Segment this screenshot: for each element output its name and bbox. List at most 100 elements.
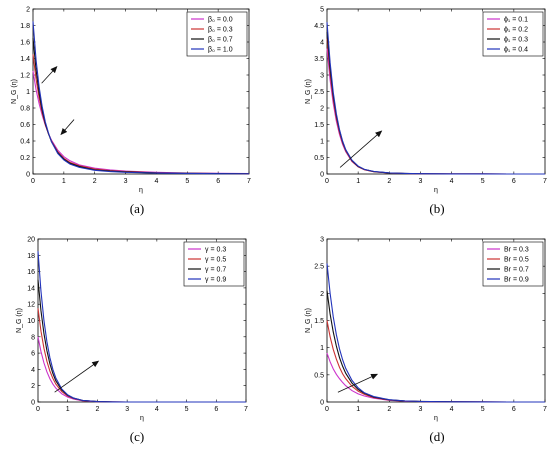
- x-tick-label-b: 4: [450, 178, 454, 185]
- x-tick-label-b: 1: [356, 178, 360, 185]
- x-tick-label-d: 7: [543, 406, 547, 413]
- trend-arrow-a-1: [41, 66, 58, 84]
- y-tick-label-b: 0.5: [314, 155, 324, 162]
- y-tick-label-a: 0.8: [20, 106, 30, 113]
- legend-label-b-2: ϕ₁ = 0.2: [504, 27, 528, 34]
- y-tick-label-b: 3.5: [314, 56, 324, 63]
- legend-label-d-3: Br = 0.7: [504, 267, 529, 274]
- x-tick-label-d: 6: [512, 406, 516, 413]
- x-tick-label-d: 5: [481, 406, 485, 413]
- y-tick-label-c: 6: [31, 351, 35, 358]
- caption-a: (a): [130, 201, 144, 216]
- legend-label-d-1: Br = 0.3: [504, 247, 529, 254]
- y-axis-label-d: N_G (η): [305, 308, 312, 333]
- y-tick-label-c: 18: [27, 253, 35, 260]
- y-tick-label-b: 2: [320, 106, 324, 113]
- y-tick-label-c: 10: [27, 318, 35, 325]
- y-tick-label-b: 1.5: [314, 122, 324, 129]
- x-tick-label-d: 1: [356, 406, 360, 413]
- x-axis-label-d: η: [434, 415, 438, 422]
- legend-label-a-3: β₀ = 0.7: [208, 37, 233, 44]
- x-tick-label-a: 4: [154, 178, 158, 185]
- series-line-d-4: [326, 263, 545, 403]
- panel-a: 0 1 2 3 4 5 6 7 0 0.2 0.4 0.6 0.8 1 1.2 1.4 1.6 1.8 2 η N_G …: [11, 7, 251, 195]
- y-tick-label-a: 0.4: [20, 139, 30, 146]
- y-axis-label-a: N_G (η): [11, 79, 18, 104]
- x-tick-label-c: 7: [244, 406, 248, 413]
- x-tick-label-b: 5: [481, 178, 485, 185]
- trend-arrow-d-1: [337, 373, 379, 393]
- y-tick-label-c: 14: [27, 285, 35, 292]
- x-tick-label-a: 3: [124, 178, 128, 185]
- y-tick-label-a: 0: [26, 172, 30, 179]
- x-axis-label-b: η: [434, 187, 438, 194]
- legend-label-a-1: β₀ = 0.0: [208, 17, 233, 24]
- x-tick-label-c: 3: [125, 406, 129, 413]
- y-tick-label-b: 4: [320, 40, 324, 47]
- y-tick-label-b: 1: [320, 139, 324, 146]
- x-tick-label-c: 5: [185, 406, 189, 413]
- panel-d: 0 1 2 3 4 5 6 7 0 0.5 1 1.5 2 2.5 3 η N_G (η) Br = 0.3 Br …: [305, 237, 547, 423]
- y-tick-label-d: 2.5: [314, 264, 324, 271]
- y-tick-label-b: 2.5: [314, 89, 324, 96]
- y-axis-label-b: N_G (η): [305, 79, 312, 104]
- trend-arrow-c-1: [54, 360, 100, 393]
- y-tick-label-a: 1.2: [20, 73, 30, 80]
- y-tick-label-a: 2: [26, 7, 30, 14]
- y-tick-label-d: 2: [320, 291, 324, 298]
- legend-label-b-1: ϕ₁ = 0.1: [504, 17, 528, 24]
- series-line-a-4: [32, 21, 250, 175]
- y-tick-label-c: 20: [27, 237, 35, 244]
- x-tick-label-b: 6: [512, 178, 516, 185]
- panel-b: 0 1 2 3 4 5 6 7 0 0.5 1 1.5 2 2.5 3 3.5 4 4.5 5 η N_G (η) ϕ₁ …: [305, 7, 547, 195]
- caption-b: (b): [429, 201, 444, 216]
- series-line-b-4: [326, 22, 545, 175]
- x-axis-label-a: η: [139, 187, 143, 194]
- x-tick-label-c: 2: [95, 406, 99, 413]
- x-tick-label-c: 6: [214, 406, 218, 413]
- y-tick-label-a: 0.2: [20, 155, 30, 162]
- x-tick-label-d: 0: [325, 406, 329, 413]
- y-tick-label-c: 16: [27, 269, 35, 276]
- legend-label-a-2: β₀ = 0.3: [208, 27, 233, 34]
- x-tick-label-b: 0: [325, 178, 329, 185]
- y-tick-label-c: 0: [31, 400, 35, 407]
- y-tick-label-c: 4: [31, 367, 35, 374]
- x-axis-label-c: η: [140, 415, 144, 422]
- y-tick-label-a: 1: [26, 89, 30, 96]
- x-tick-label-a: 1: [62, 178, 66, 185]
- legend-label-c-2: γ = 0.5: [205, 257, 226, 264]
- x-tick-label-c: 0: [36, 406, 40, 413]
- legend-label-c-1: γ = 0.3: [205, 247, 226, 254]
- x-tick-label-a: 6: [216, 178, 220, 185]
- x-tick-label-b: 3: [418, 178, 422, 185]
- legend-label-b-4: ϕ₁ = 0.4: [504, 47, 528, 54]
- trend-arrow-b-1: [339, 130, 383, 168]
- caption-c: (c): [130, 429, 144, 444]
- trend-arrow-a-2: [60, 119, 75, 136]
- x-tick-label-b: 2: [387, 178, 391, 185]
- x-tick-label-a: 2: [93, 178, 97, 185]
- legend-label-d-4: Br = 0.9: [504, 277, 529, 284]
- caption-d: (d): [429, 429, 444, 444]
- x-tick-label-d: 4: [450, 406, 454, 413]
- legend-label-a-4: β₀ = 1.0: [208, 47, 233, 54]
- x-tick-label-d: 2: [387, 406, 391, 413]
- y-tick-label-b: 4.5: [314, 23, 324, 30]
- legend-label-b-3: ϕ₁ = 0.3: [504, 37, 528, 44]
- y-tick-label-a: 1.8: [20, 23, 30, 30]
- x-tick-label-b: 7: [543, 178, 547, 185]
- y-tick-label-d: 1: [320, 345, 324, 352]
- x-tick-label-a: 0: [31, 178, 35, 185]
- x-tick-label-a: 5: [185, 178, 189, 185]
- y-tick-label-b: 0: [320, 172, 324, 179]
- y-tick-label-a: 1.6: [20, 40, 30, 47]
- y-tick-label-d: 1.5: [314, 318, 324, 325]
- y-tick-label-c: 12: [27, 302, 35, 309]
- y-tick-label-a: 1.4: [20, 56, 30, 63]
- x-tick-label-c: 4: [155, 406, 159, 413]
- series-line-c-4: [37, 251, 246, 403]
- y-tick-label-d: 0: [320, 400, 324, 407]
